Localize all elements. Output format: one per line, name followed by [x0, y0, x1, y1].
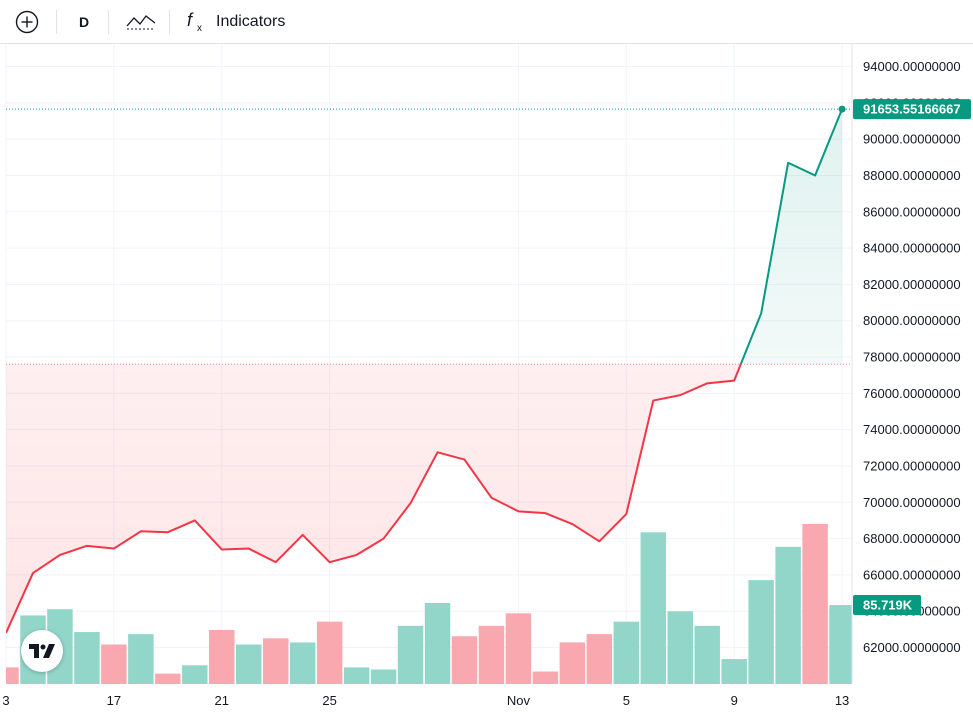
svg-text:f: f: [187, 10, 194, 30]
volume-bar: [613, 621, 640, 684]
price-tick-label: 66000.00000000: [863, 567, 961, 582]
baseline-area: [6, 109, 843, 633]
chart-type-button[interactable]: [125, 0, 157, 44]
baseline-area-below: [6, 364, 741, 633]
price-tick-label: 62000.00000000: [863, 640, 961, 655]
price-tick-label: 84000.00000000: [863, 241, 961, 256]
volume-badge-text: 85.719K: [863, 598, 913, 613]
volume-bar: [155, 673, 181, 684]
indicators-label: Indicators: [216, 13, 286, 30]
function-fx-icon: f x: [187, 10, 202, 34]
volume-bar: [775, 546, 801, 684]
volume-bar: [101, 644, 127, 684]
price-tick-label: 82000.00000000: [863, 277, 961, 292]
chart-toolbar: D f x Indicators: [0, 0, 973, 44]
volume-bar: [370, 669, 397, 684]
toolbar-divider: [56, 10, 57, 34]
volume-bar: [235, 644, 262, 684]
volume-bar: [559, 642, 586, 684]
price-tick-label: 68000.00000000: [863, 531, 961, 546]
last-price-badge: [853, 99, 971, 120]
volume-bar: [397, 625, 424, 684]
price-line-below-baseline: [6, 363, 742, 634]
price-tick-label: 86000.00000000: [863, 204, 961, 219]
price-tick-label: 72000.00000000: [863, 458, 961, 473]
volume-bar: [182, 665, 208, 684]
toolbar-divider: [169, 10, 170, 34]
volume-bar: [667, 611, 693, 684]
volume-bars: [6, 524, 852, 684]
time-tick-label: 21: [215, 693, 229, 708]
volume-bar: [451, 636, 478, 684]
price-tick-label: 78000.00000000: [863, 350, 961, 365]
volume-bar: [316, 621, 343, 684]
volume-bar: [802, 524, 828, 684]
price-tick-label: 90000.00000000: [863, 132, 961, 147]
volume-bar: [505, 613, 532, 684]
price-chart[interactable]: 94000.0000000092000.0000000090000.000000…: [0, 44, 973, 712]
svg-text:x: x: [197, 23, 202, 34]
volume-bar: [74, 632, 100, 684]
volume-bar: [289, 642, 316, 684]
volume-bar: [424, 602, 451, 684]
time-tick-label: 25: [322, 693, 336, 708]
volume-bar: [209, 629, 235, 684]
add-symbol-button[interactable]: [14, 0, 40, 44]
time-tick-label: 17: [107, 693, 121, 708]
volume-bar: [721, 659, 747, 684]
last-price-badge-text: 91653.55166667: [863, 102, 961, 117]
price-axis[interactable]: 94000.0000000092000.0000000090000.000000…: [863, 59, 961, 655]
price-tick-label: 80000.00000000: [863, 313, 961, 328]
time-tick-label: 5: [623, 693, 630, 708]
plus-circle-icon: [15, 10, 39, 34]
volume-bar: [748, 580, 774, 684]
volume-bar: [262, 638, 289, 684]
volume-badge: [853, 595, 921, 616]
volume-bar: [343, 667, 370, 684]
interval-button[interactable]: D: [79, 14, 90, 30]
price-line-above-baseline: [739, 108, 843, 365]
volume-bar: [478, 625, 505, 684]
price-tick-label: 76000.00000000: [863, 386, 961, 401]
price-tick-label: 74000.00000000: [863, 422, 961, 437]
time-axis[interactable]: 3 17 21 25 Nov 5 9 13: [2, 693, 849, 708]
toolbar-divider: [108, 10, 109, 34]
volume-bar: [640, 532, 667, 684]
price-tick-label: 94000.00000000: [863, 59, 961, 74]
volume-bar: [128, 634, 154, 684]
tradingview-logo-icon: [29, 644, 55, 658]
time-tick-label: 13: [835, 693, 849, 708]
time-tick-label: 3: [2, 693, 9, 708]
last-price-marker: [838, 105, 846, 113]
line-chart-style-icon: [126, 15, 156, 30]
volume-bar: [532, 671, 559, 684]
price-tick-label: 70000.00000000: [863, 495, 961, 510]
indicators-button[interactable]: f x Indicators: [186, 0, 285, 44]
volume-bar: [586, 634, 613, 684]
price-line: [6, 105, 852, 634]
price-tick-label: 88000.00000000: [863, 168, 961, 183]
axis-labels: 91653.55166667 85.719K: [853, 99, 971, 616]
time-tick-label: 9: [731, 693, 738, 708]
volume-bar: [6, 667, 19, 684]
time-tick-label: Nov: [507, 693, 531, 708]
tradingview-logo[interactable]: [21, 630, 63, 672]
volume-bar: [694, 625, 720, 684]
volume-bar: [829, 605, 852, 684]
